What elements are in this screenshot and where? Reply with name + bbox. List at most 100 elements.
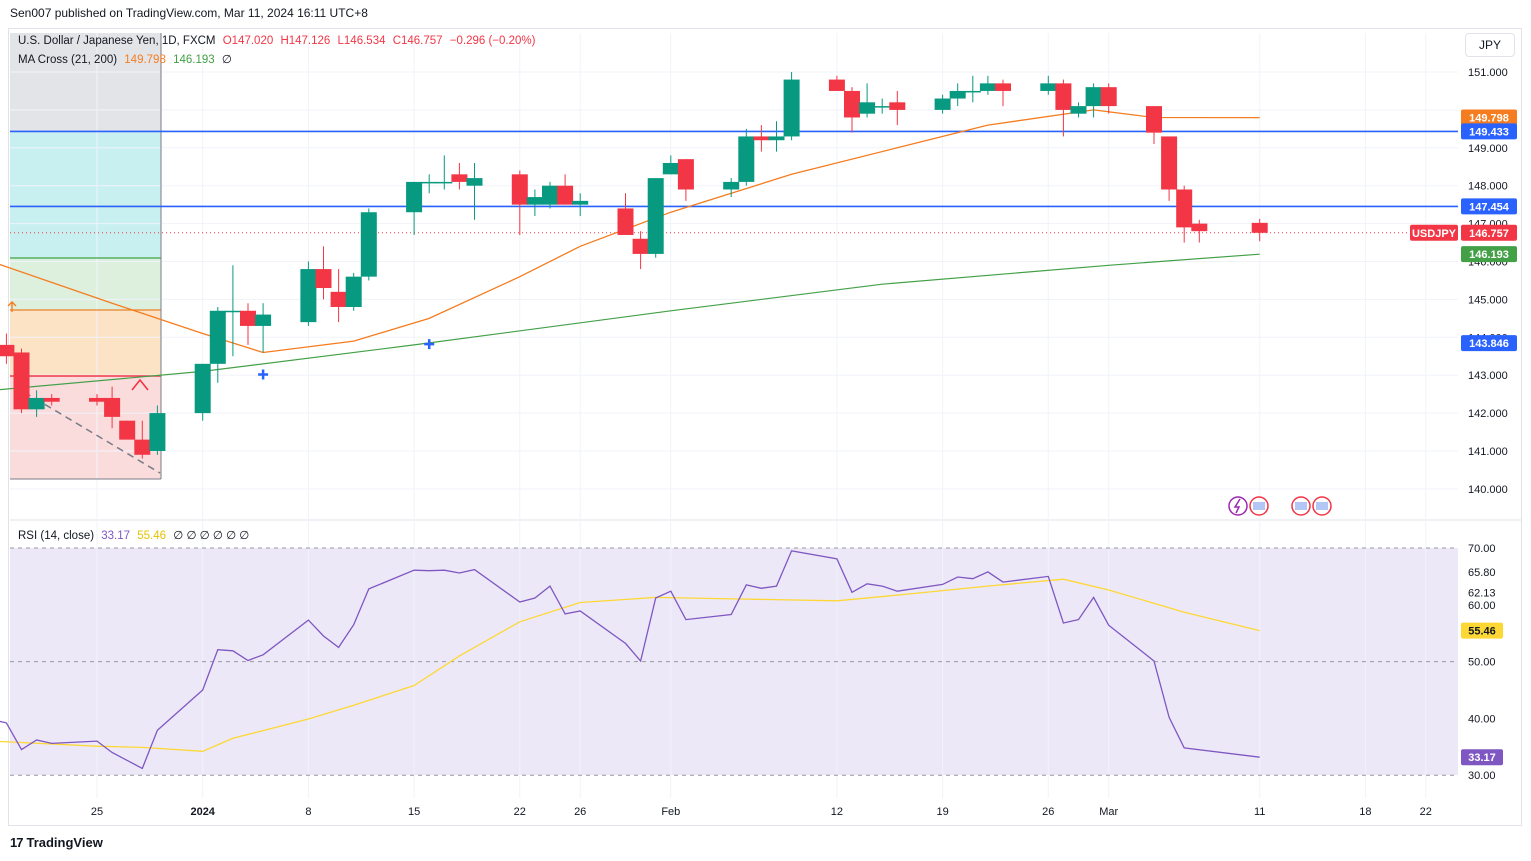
candle-body <box>224 310 241 313</box>
candle-body <box>889 102 906 110</box>
candle-body <box>874 106 891 108</box>
candle-body <box>934 98 951 110</box>
candle-body <box>526 197 543 205</box>
candle-body <box>466 178 483 186</box>
footer-brand: TradingView <box>26 835 103 850</box>
x-tick-label: 2024 <box>190 806 215 818</box>
candle-body <box>542 185 558 205</box>
candle-body <box>28 397 45 410</box>
rsi-ma-value: 55.46 <box>137 530 167 542</box>
candle-body <box>995 83 1011 91</box>
candle-body <box>451 174 468 182</box>
cross-marker-icon <box>424 339 435 350</box>
y-tick-label: 142.000 <box>1468 408 1508 420</box>
candle-body <box>421 181 438 184</box>
candle-body <box>240 310 256 326</box>
rsi-value-badge-bg <box>1461 749 1503 766</box>
candle-body <box>13 352 30 410</box>
candle-body <box>360 212 377 277</box>
rsi-tick-label: 30.00 <box>1468 770 1496 782</box>
last-price-badge: 146.757 <box>1469 228 1509 240</box>
candle-body <box>557 185 574 205</box>
rsi-tick-label: 65.80 <box>1468 567 1496 579</box>
candle-body <box>89 397 105 402</box>
candle-body <box>844 90 860 118</box>
ma-slow-value: 146.193 <box>173 54 215 66</box>
rsi-extra: ∅ ∅ ∅ ∅ ∅ ∅ <box>173 530 250 542</box>
candle-body <box>194 363 211 414</box>
close-value: C146.757 <box>392 35 443 47</box>
candle-body <box>134 439 151 455</box>
level-price-badge-bg <box>1461 123 1517 140</box>
candle-body <box>436 181 453 184</box>
change-value: −0.296 (−0.20%) <box>449 35 536 47</box>
candle-body <box>1191 223 1208 232</box>
x-tick-label: 12 <box>831 806 843 818</box>
tradingview-footer: 17 TradingView <box>10 835 103 850</box>
candle-body <box>738 136 755 182</box>
stop-zone <box>10 376 161 479</box>
entry-zone <box>10 311 161 376</box>
ma-fast-price-badge: 149.798 <box>1469 113 1509 125</box>
candle-body <box>0 344 15 357</box>
y-tick-label: 151.000 <box>1468 67 1508 79</box>
cross-price-badge: 143.846 <box>1469 338 1509 350</box>
tradingview-logo-icon: 17 <box>10 835 24 850</box>
x-tick-label: 8 <box>305 806 311 818</box>
x-tick-label: 22 <box>514 806 526 818</box>
x-tick-label: 18 <box>1359 806 1371 818</box>
profit-zone <box>10 259 161 311</box>
candle-body <box>783 79 800 137</box>
candle-body <box>300 269 317 323</box>
candle-body <box>1040 83 1057 91</box>
x-tick-label: Feb <box>661 806 680 818</box>
currency-button[interactable]: JPY <box>1465 33 1515 57</box>
candle-body <box>949 90 966 99</box>
rsi-ma-badge-bg <box>1461 622 1503 639</box>
candle-body <box>677 159 694 190</box>
x-tick-label: 19 <box>936 806 948 818</box>
symbol-badge-bg <box>1410 224 1458 241</box>
ma-fast-value: 149.798 <box>124 54 166 66</box>
cross-price-badge-bg <box>1461 335 1517 352</box>
candle-body <box>828 79 845 91</box>
candle-body <box>1055 83 1072 110</box>
us-flag-event-icon-fill <box>1253 502 1265 510</box>
y-tick-label: 141.000 <box>1468 446 1508 458</box>
level-price-badge: 149.433 <box>1469 126 1509 138</box>
rsi-value-badge: 33.17 <box>1468 752 1496 764</box>
x-tick-label: 11 <box>1254 806 1265 818</box>
rsi-tick-label: 50.00 <box>1468 657 1496 669</box>
rsi-label[interactable]: RSI (14, close) <box>18 530 95 542</box>
y-tick-label: 149.000 <box>1468 143 1508 155</box>
candle-body <box>1100 87 1117 107</box>
chart-frame <box>8 28 1522 826</box>
cross-marker-icon <box>258 369 269 380</box>
candle-body <box>345 276 362 307</box>
candle-body <box>662 162 679 175</box>
candle-body <box>1146 106 1162 133</box>
candle-body <box>1070 106 1087 114</box>
level-price-badge-bg <box>1461 198 1517 215</box>
main-legend: U.S. Dollar / Japanese Yen, 1D, FXCM O14… <box>18 35 539 47</box>
candle-body <box>315 269 332 289</box>
candle-body <box>1161 136 1178 190</box>
lightning-bolt-icon <box>1233 498 1241 514</box>
y-tick-label: 143.000 <box>1468 370 1508 382</box>
rsi-ma-badge: 55.46 <box>1468 626 1496 638</box>
candle-body <box>617 208 634 235</box>
rsi-line <box>0 550 1260 770</box>
symbol-badge: USDJPY <box>1412 228 1457 240</box>
ma-fast-price-badge-bg <box>1461 109 1517 126</box>
candle-body <box>149 413 166 451</box>
publish-header: Sen007 published on TradingView.com, Mar… <box>10 6 368 20</box>
candle-body <box>723 181 740 190</box>
low-value: L146.534 <box>337 35 386 47</box>
y-tick-label: 148.000 <box>1468 181 1508 193</box>
candle-body <box>632 238 649 254</box>
symbol-title[interactable]: U.S. Dollar / Japanese Yen, 1D, FXCM <box>18 35 216 47</box>
open-value: O147.020 <box>222 35 274 47</box>
ma-label[interactable]: MA Cross (21, 200) <box>18 54 118 66</box>
candle-body <box>1251 222 1268 233</box>
